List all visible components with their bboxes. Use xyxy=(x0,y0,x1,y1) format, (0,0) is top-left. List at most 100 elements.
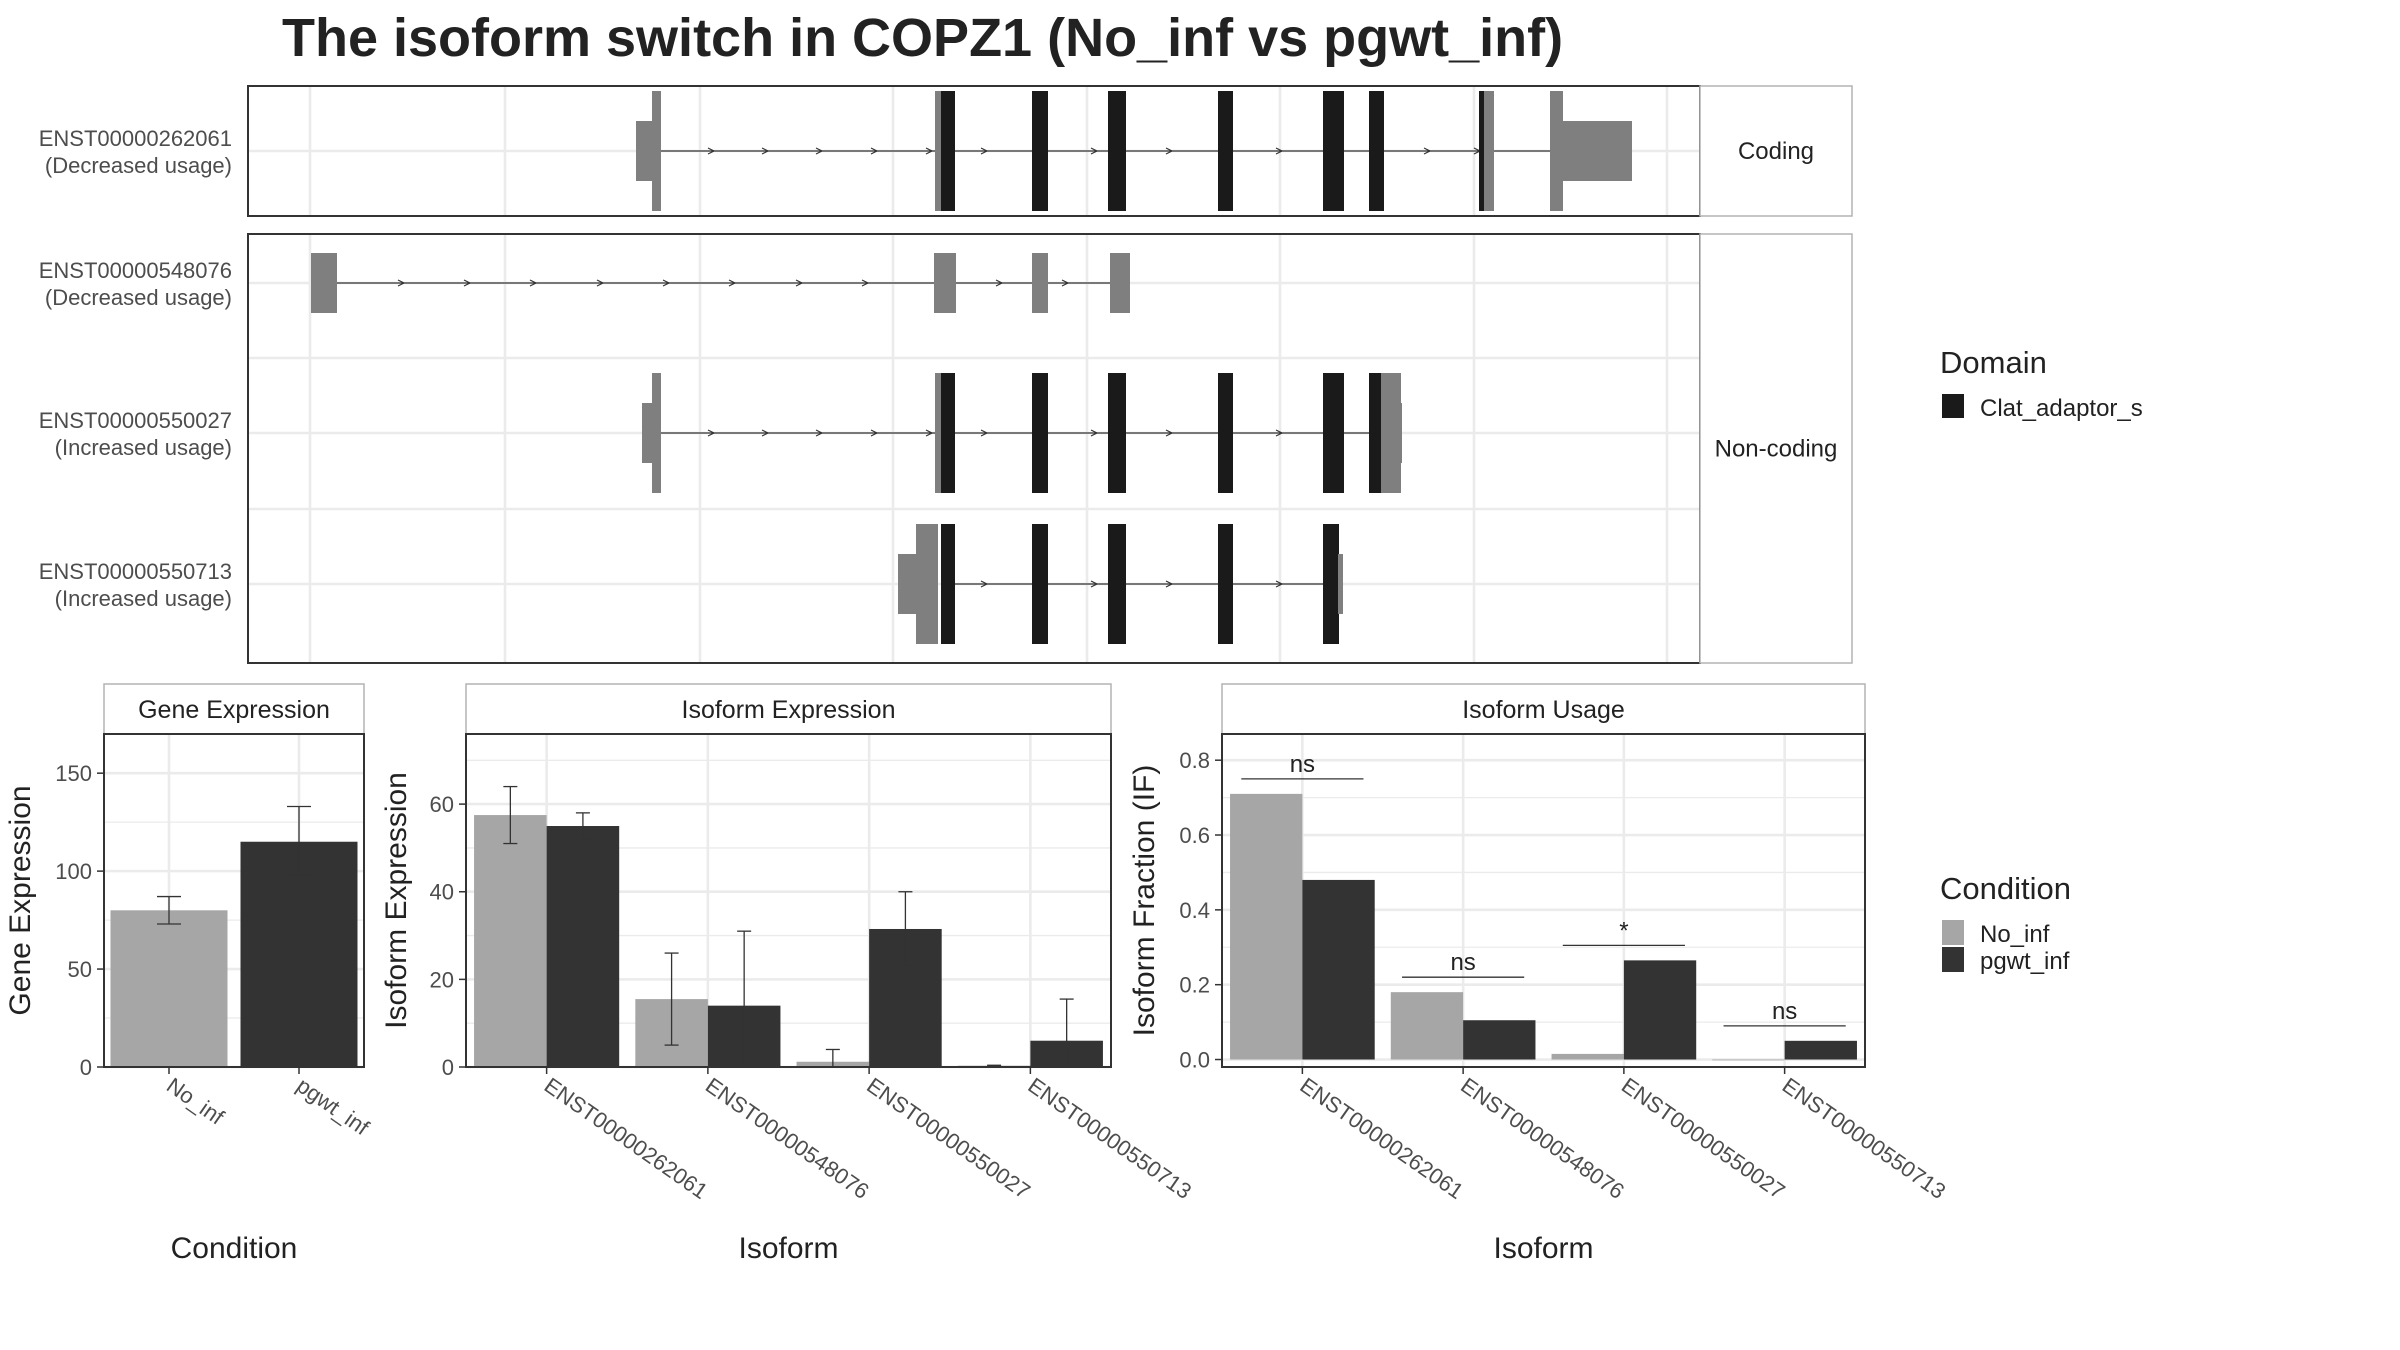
domain-exon xyxy=(941,373,955,493)
isoform-usage-panel: Isoform Usage 0.0 0.2 0.4 0.6 0.8 ns ns * ns ENST0… xyxy=(1128,683,1950,1265)
y-axis-title: Isoform Expression xyxy=(380,772,413,1029)
intron-arrow xyxy=(662,279,671,287)
intron-arrow xyxy=(1061,279,1070,287)
y-tick-label: 0 xyxy=(80,1055,92,1080)
legend-key-domain xyxy=(1942,394,1964,418)
exon xyxy=(1338,554,1343,614)
domain-exon xyxy=(1323,524,1339,644)
bar-No_inf xyxy=(1712,1059,1785,1061)
exon xyxy=(1381,373,1401,493)
intron-arrow xyxy=(980,147,989,155)
intron-arrow xyxy=(529,279,538,287)
x-axis-title: Isoform xyxy=(1493,1232,1593,1265)
legends: Domain Clat_adaptor_s Condition No_infpgwt_… xyxy=(1940,345,2143,975)
bar-No_inf xyxy=(1390,992,1464,1060)
intron-arrow xyxy=(728,279,737,287)
intron-arrow xyxy=(980,429,989,437)
exon xyxy=(916,524,938,644)
domain-exon xyxy=(1218,373,1233,493)
intron-arrow xyxy=(761,429,770,437)
bar-pgwt_inf xyxy=(1784,1040,1857,1060)
structure-panel-bg xyxy=(248,234,1700,663)
intron-arrow xyxy=(1165,429,1174,437)
domain-exon xyxy=(1032,524,1048,644)
isoform-row-label: ENST00000262061 xyxy=(39,126,232,151)
y-tick-label: 0.6 xyxy=(1179,823,1210,848)
intron-arrow xyxy=(870,147,879,155)
intron-arrow xyxy=(397,279,406,287)
panel-title: Isoform Expression xyxy=(682,696,896,724)
intron-arrow xyxy=(707,147,716,155)
significance-label: ns xyxy=(1772,998,1797,1025)
panel-border xyxy=(103,733,365,1068)
y-tick-label: 0.8 xyxy=(1179,748,1210,773)
bar-pgwt_inf xyxy=(240,841,358,1067)
isoform-row-label: ENST00000550713 xyxy=(39,559,232,584)
bar-No_inf xyxy=(1230,793,1303,1060)
x-tick-label: ENST00000550027 xyxy=(1617,1073,1790,1204)
x-axis-title: Condition xyxy=(171,1232,298,1265)
x-tick-label: ENST00000548076 xyxy=(701,1073,874,1204)
intron-arrow xyxy=(980,580,989,588)
y-tick-label: 150 xyxy=(55,761,92,786)
bar-pgwt_inf xyxy=(1463,1020,1536,1060)
exon xyxy=(1398,403,1402,463)
panel-border xyxy=(465,733,1112,1068)
domain-exon xyxy=(1323,91,1344,211)
exon xyxy=(652,91,661,211)
legend-key-condition xyxy=(1942,947,1964,972)
isoform-row-label: ENST00000550027 xyxy=(39,408,232,433)
intron-arrow xyxy=(861,279,870,287)
facet-label: Coding xyxy=(1738,138,1814,165)
domain-exon xyxy=(1479,91,1485,211)
panel-title: Isoform Usage xyxy=(1462,696,1625,724)
panel-strip xyxy=(465,683,1112,735)
isoform-row-label: ENST00000548076 xyxy=(39,258,232,283)
gene-expression-panel: Gene Expression 0 50 100 150 No_inf pgwt_inf Co… xyxy=(4,683,374,1265)
intron-arrow xyxy=(761,147,770,155)
intron-arrow xyxy=(1090,580,1099,588)
exon xyxy=(636,121,656,181)
legend-title-condition: Condition xyxy=(1940,871,2071,906)
intron-arrow xyxy=(925,147,934,155)
panel-strip xyxy=(1221,683,1866,735)
domain-exon xyxy=(1032,373,1048,493)
exon xyxy=(652,373,661,493)
panel-strip xyxy=(103,683,365,735)
legend-label-condition: pgwt_inf xyxy=(1980,948,2070,975)
y-tick-label: 20 xyxy=(430,967,454,992)
intron-arrow xyxy=(1165,580,1174,588)
domain-exon xyxy=(941,524,955,644)
x-tick-label: pgwt_inf xyxy=(292,1073,374,1141)
domain-exon xyxy=(1218,524,1233,644)
exon xyxy=(1550,91,1563,211)
bar-pgwt_inf xyxy=(1302,879,1375,1060)
exon xyxy=(934,253,956,313)
intron-arrow xyxy=(1090,147,1099,155)
intron-arrow xyxy=(1275,147,1284,155)
x-tick-label: ENST00000262061 xyxy=(540,1073,713,1204)
domain-exon xyxy=(1108,373,1126,493)
significance-label: ns xyxy=(1450,949,1475,976)
domain-exon xyxy=(1369,373,1382,493)
bar-No_inf xyxy=(474,815,547,1067)
legend-key-condition xyxy=(1942,920,1964,945)
isoform-row-status: (Increased usage) xyxy=(55,586,232,611)
bar-No_inf xyxy=(110,910,228,1067)
y-tick-label: 0 xyxy=(442,1055,454,1080)
intron-arrow xyxy=(1165,147,1174,155)
isoform-row-status: (Decreased usage) xyxy=(45,285,232,310)
gene-structure-panel: CodingNon-codingENST00000262061(Decrease… xyxy=(39,85,1853,664)
domain-exon xyxy=(1108,91,1126,211)
x-tick-label: ENST00000548076 xyxy=(1456,1073,1629,1204)
facet-strip xyxy=(1699,233,1853,664)
intron-arrow xyxy=(870,429,879,437)
domain-exon xyxy=(1369,91,1384,211)
y-tick-label: 60 xyxy=(430,792,454,817)
domain-exon xyxy=(1032,91,1048,211)
intron-arrow xyxy=(596,279,605,287)
exon xyxy=(935,373,943,493)
y-tick-label: 100 xyxy=(55,859,92,884)
domain-exon xyxy=(1218,91,1233,211)
